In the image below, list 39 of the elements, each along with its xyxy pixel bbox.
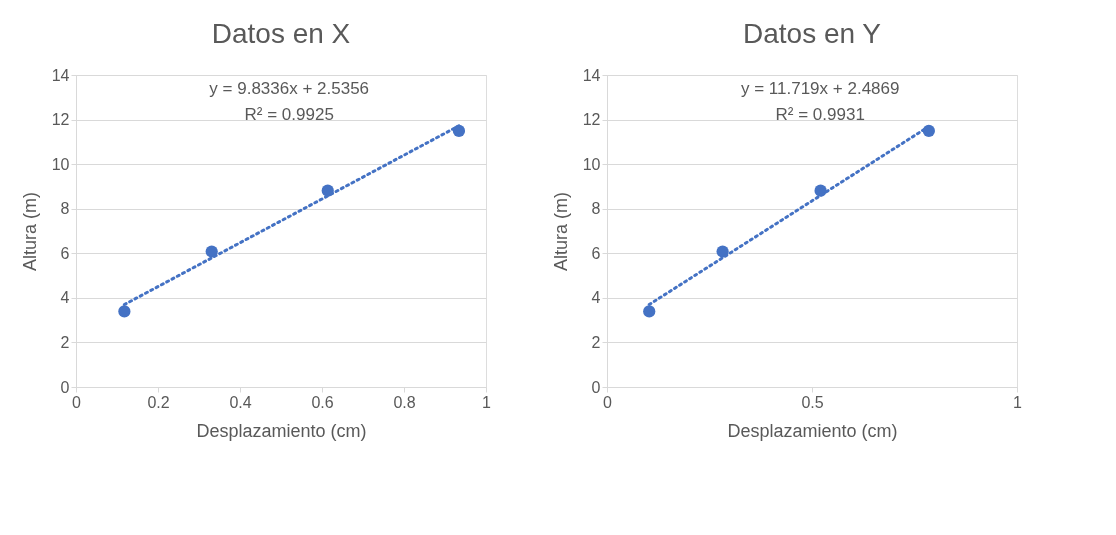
point <box>716 245 729 258</box>
annotation: R² = 0.9925 <box>244 105 334 124</box>
x-tick-label: 1 <box>1013 393 1023 411</box>
y-tick-label: 4 <box>591 289 601 307</box>
x-tick-label: 0.6 <box>311 393 334 411</box>
y-axis-title: Altura (m) <box>19 191 40 272</box>
y-tick-label: 14 <box>582 66 601 84</box>
chart-title: Datos en Y <box>742 18 882 49</box>
chart-title: Datos en X <box>211 18 351 49</box>
x-tick-label: 0.8 <box>393 393 416 411</box>
x-tick-label: 0.4 <box>229 393 252 411</box>
y-tick-label: 2 <box>591 333 601 351</box>
x-tick-label: 0 <box>603 393 613 411</box>
y-tick-label: 10 <box>51 155 70 173</box>
point <box>205 245 218 258</box>
y-tick-label: 6 <box>60 244 70 262</box>
y-tick-label: 14 <box>51 66 70 84</box>
y-tick-label: 8 <box>60 200 70 218</box>
annotation: y = 9.8336x + 2.5356 <box>209 79 370 98</box>
y-tick-label: 4 <box>60 289 70 307</box>
annotation: R² = 0.9931 <box>775 105 865 124</box>
x-axis-title: Desplazamiento (cm) <box>196 420 367 441</box>
y-tick-label: 0 <box>591 378 601 396</box>
x-axis-title: Desplazamiento (cm) <box>727 420 898 441</box>
y-axis-title: Altura (m) <box>550 191 571 272</box>
point <box>118 305 131 318</box>
point <box>643 305 656 318</box>
x-tick-label: 0 <box>72 393 82 411</box>
y-tick-label: 10 <box>582 155 601 173</box>
x-tick-label: 1 <box>482 393 492 411</box>
y-tick-label: 8 <box>591 200 601 218</box>
y-tick-label: 12 <box>51 111 70 129</box>
x-tick-label: 0.2 <box>147 393 170 411</box>
y-tick-label: 12 <box>582 111 601 129</box>
y-tick-label: 2 <box>60 333 70 351</box>
y-tick-label: 0 <box>60 378 70 396</box>
annotation: y = 11.719x + 2.4869 <box>740 79 900 98</box>
x-tick-label: 0.5 <box>801 393 824 411</box>
y-tick-label: 6 <box>591 244 601 262</box>
